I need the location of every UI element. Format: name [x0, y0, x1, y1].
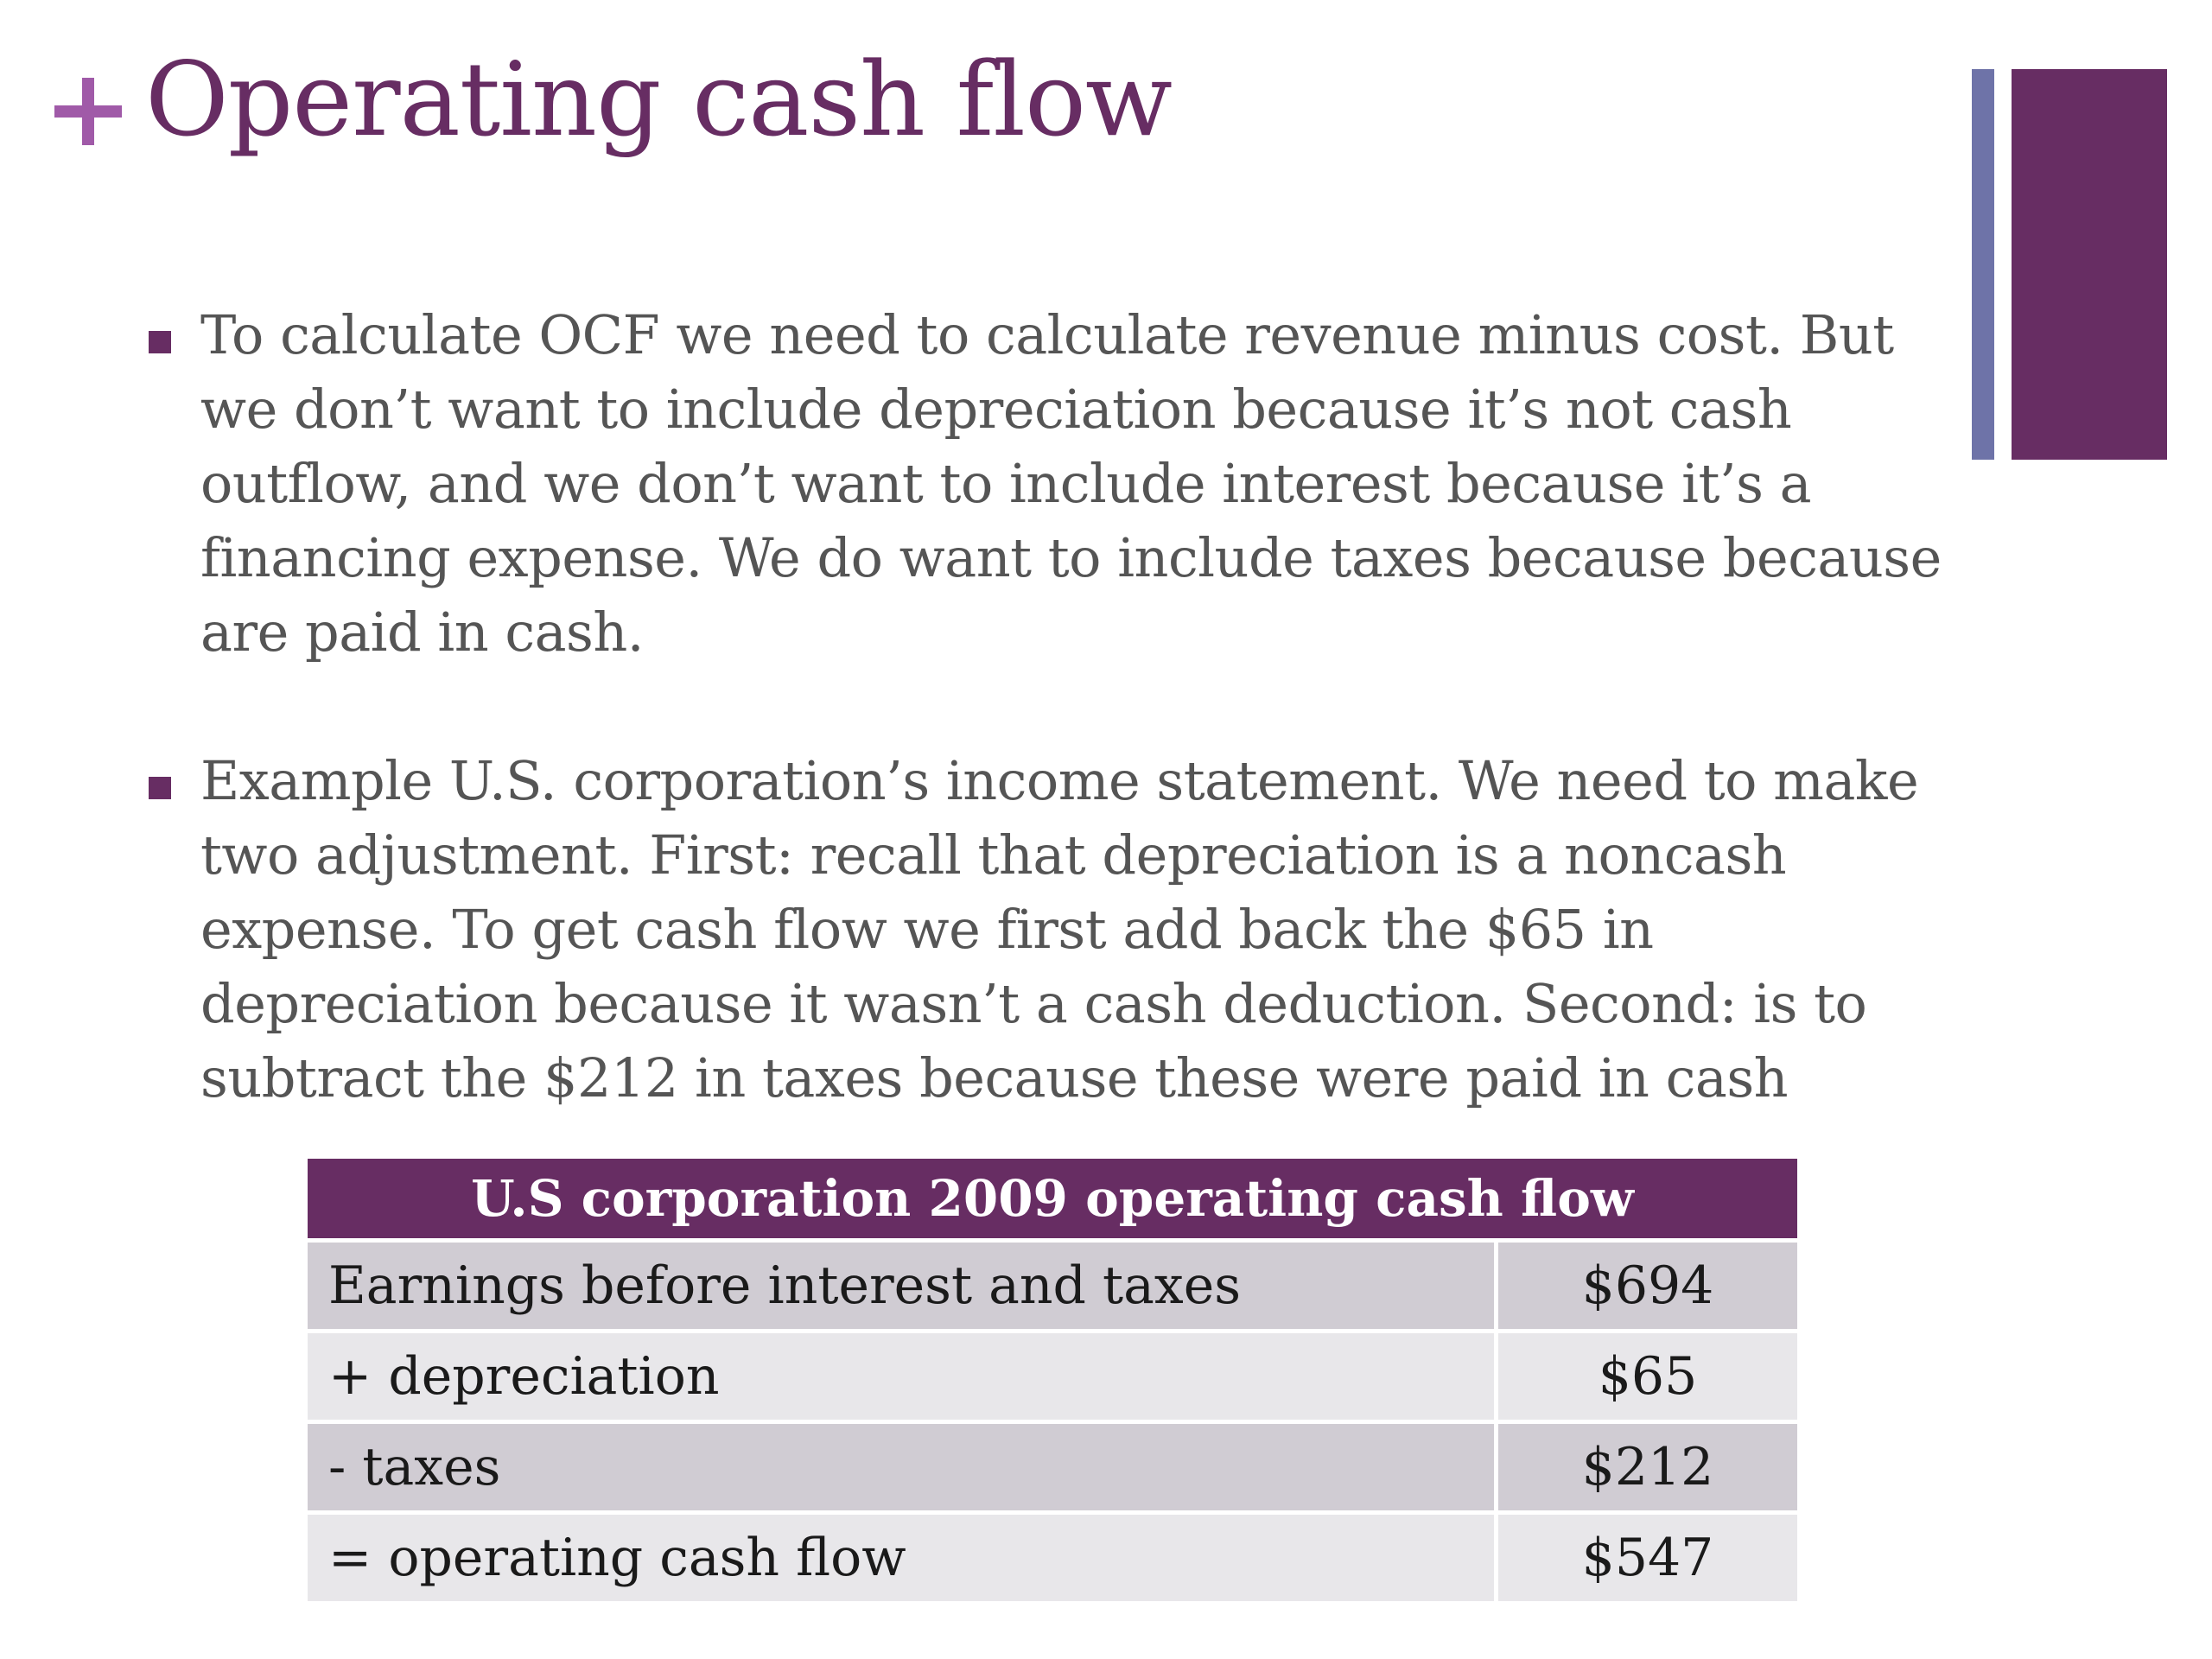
square-bullet-icon — [149, 777, 171, 799]
decorative-bar-thick — [2012, 69, 2167, 460]
row-label: - taxes — [308, 1424, 1494, 1510]
table-header: U.S corporation 2009 operating cash flow — [308, 1159, 1797, 1238]
square-bullet-icon — [149, 331, 171, 353]
table-row: - taxes $212 — [308, 1424, 1797, 1510]
row-value: $212 — [1494, 1424, 1797, 1510]
bullet-text: To calculate OCF we need to calculate re… — [200, 303, 1942, 664]
slide-title: Operating cash flow — [145, 40, 1173, 159]
row-label: = operating cash flow — [308, 1515, 1494, 1601]
decorative-bar-thin — [1972, 69, 1994, 460]
table-row: = operating cash flow $547 — [308, 1515, 1797, 1601]
row-label: Earnings before interest and taxes — [308, 1243, 1494, 1329]
row-value: $547 — [1494, 1515, 1797, 1601]
plus-icon — [54, 78, 122, 145]
bullet-item-ocf-definition: To calculate OCF we need to calculate re… — [147, 298, 1961, 670]
bullet-list: To calculate OCF we need to calculate re… — [147, 298, 1961, 1190]
bullet-item-example: Example U.S. corporation’s income statem… — [147, 744, 1961, 1116]
ocf-table: U.S corporation 2009 operating cash flow… — [308, 1154, 1797, 1605]
row-value: $694 — [1494, 1243, 1797, 1329]
table-row: + depreciation $65 — [308, 1333, 1797, 1420]
row-value: $65 — [1494, 1333, 1797, 1420]
table-row: Earnings before interest and taxes $694 — [308, 1243, 1797, 1329]
row-label: + depreciation — [308, 1333, 1494, 1420]
table-header-row: U.S corporation 2009 operating cash flow — [308, 1159, 1797, 1238]
bullet-text: Example U.S. corporation’s income statem… — [200, 749, 1919, 1109]
